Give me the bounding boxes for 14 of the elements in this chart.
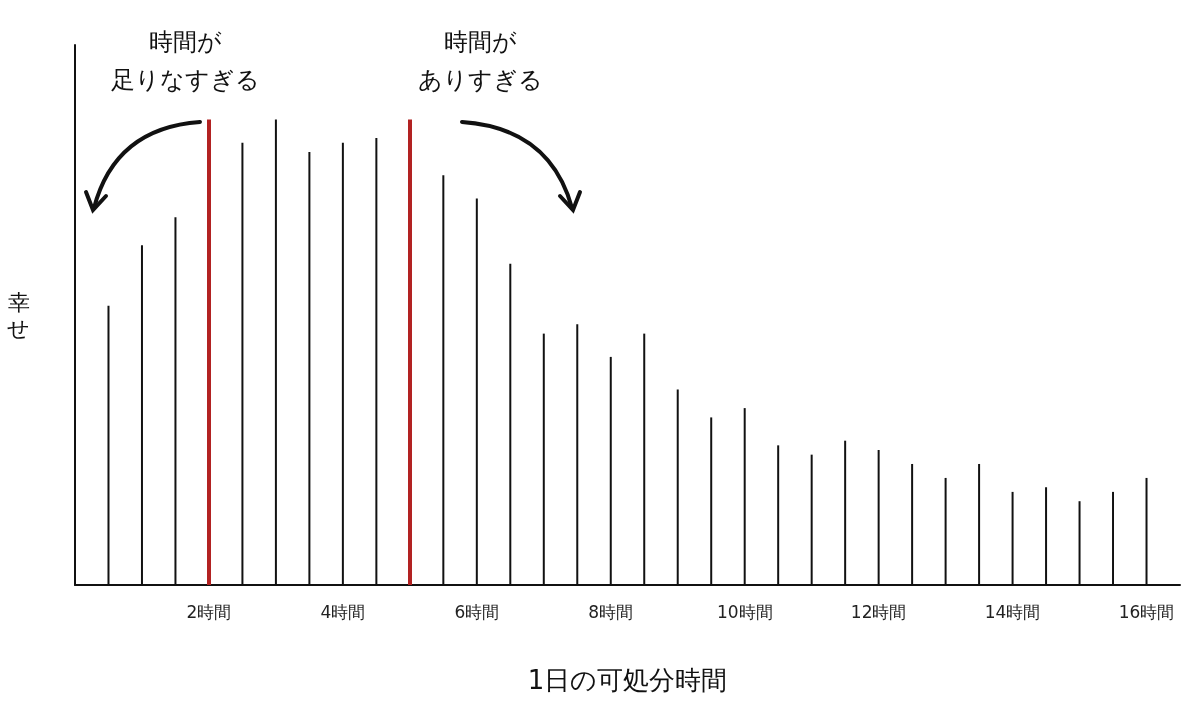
text: 足りなすぎる [110, 66, 260, 94]
x-tick-label: 12時間 [850, 601, 907, 622]
x-axis-title: 1日の可処分時間 [527, 665, 728, 695]
x-tick-label: 6時間 [454, 601, 500, 622]
text: 時間が [148, 28, 222, 56]
x-tick-label: 2時間 [186, 601, 232, 622]
text: 時間が [443, 28, 517, 56]
x-tick-label: 8時間 [588, 601, 634, 622]
x-tick-label: 4時間 [320, 601, 366, 622]
y-axis-title: 幸せ [7, 289, 30, 341]
text: ありすぎる [417, 66, 543, 94]
x-tick-label: 16時間 [1118, 601, 1175, 622]
x-tick-label: 14時間 [984, 601, 1041, 622]
x-tick-label: 10時間 [716, 601, 773, 622]
